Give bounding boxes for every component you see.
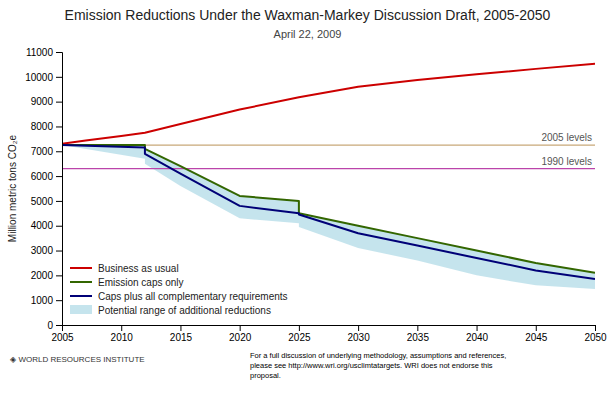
y-tick-mark [56,52,62,53]
x-tick-label: 2030 [347,332,370,343]
y-axis-title: Million metric tons CO₂e [7,134,18,242]
x-tick-mark [536,325,537,331]
x-tick: 2035 [407,325,430,343]
series-line [62,145,595,279]
y-tick-label: 7000 [31,146,54,157]
y-tick: 11000 [26,47,62,58]
y-tick: 10000 [25,72,62,83]
x-tick-mark [299,325,300,331]
legend-item: Potential range of additional reductions [70,305,271,316]
x-tick-label: 2025 [288,332,311,343]
reference-line [62,168,595,169]
x-tick-label: 2035 [407,332,430,343]
y-tick-label: 9000 [31,96,54,107]
x-tick-label: 2005 [51,332,74,343]
legend-swatch [70,267,92,269]
x-tick-label: 2015 [170,332,193,343]
y-tick-label: 4000 [31,220,54,231]
y-tick-label: 0 [47,320,53,331]
y-tick-label: 3000 [31,245,54,256]
x-tick: 2005 [51,325,74,343]
y-tick-mark [56,275,62,276]
y-tick: 6000 [31,171,62,182]
reference-label: 2005 levels [541,132,592,143]
y-tick-mark [56,300,62,301]
annotation: ◈ WORLD RESOURCES INSTITUTE [10,355,145,364]
x-tick-mark [477,325,478,331]
y-tick-label: 5000 [31,196,54,207]
legend: Business as usual Emission caps only Caps … [70,263,288,316]
y-tick: 5000 [31,196,62,207]
y-tick-label: 1000 [31,295,54,306]
range-area [62,145,595,289]
y-axis: 0 1000 2000 3000 4000 5000 6000 7000 8000 9000 100… [25,47,62,331]
x-tick-label: 2020 [229,332,252,343]
legend-swatch [70,295,92,297]
reference-label: 1990 levels [541,156,592,167]
series-line [62,145,595,273]
y-tick-mark [56,102,62,103]
chart: Emission Reductions Under the Waxman-Mar… [0,0,615,395]
x-tick: 2050 [584,325,607,343]
y-tick-label: 8000 [31,121,54,132]
y-tick-label: 11000 [26,47,54,58]
footnote: For a full discussion of underlying meth… [250,351,506,360]
y-tick-mark [56,126,62,127]
x-tick-label: 2010 [111,332,134,343]
y-tick-mark [56,151,62,152]
y-axis-line [56,53,63,326]
x-tick: 2025 [288,325,311,343]
x-tick-mark [595,325,596,331]
x-tick-label: 2045 [525,332,548,343]
legend-item: Emission caps only [70,277,184,288]
legend-item: Caps plus all complementary requirements [70,291,288,302]
y-tick-label: 6000 [31,171,54,182]
y-tick: 7000 [31,146,62,157]
x-tick-mark [417,325,418,331]
plot-area [62,64,595,289]
y-tick: 4000 [31,220,62,231]
y-tick-mark [56,251,62,252]
legend-label: Emission caps only [98,277,184,288]
x-tick: 2040 [466,325,489,343]
x-tick-mark [240,325,241,331]
x-tick-mark [358,325,359,331]
series-line [62,64,595,144]
y-tick: 9000 [31,96,62,107]
x-axis-line [63,326,596,332]
legend-item: Business as usual [70,263,179,274]
y-tick-mark [56,325,62,326]
legend-label: Potential range of additional reductions [98,305,271,316]
y-tick: 3000 [31,245,62,256]
x-tick-label: 2040 [466,332,489,343]
x-tick: 2010 [111,325,134,343]
x-tick-mark [121,325,122,331]
x-tick: 2020 [229,325,252,343]
y-tick: 1000 [31,295,62,306]
x-tick-mark [180,325,181,331]
x-tick: 2015 [170,325,193,343]
y-tick-mark [56,226,62,227]
legend-swatch [70,305,92,314]
legend-swatch [70,281,92,283]
subtitle: April 22, 2009 [274,28,342,40]
x-tick: 2045 [525,325,548,343]
title: Emission Reductions Under the Waxman-Mar… [65,7,551,23]
y-tick-mark [56,201,62,202]
x-axis: 2005 2010 2015 2020 2025 2030 2035 2040 2045 2050 [51,325,607,343]
y-tick: 0 [47,320,62,331]
y-tick-label: 2000 [31,270,54,281]
x-tick-label: 2050 [584,332,607,343]
y-tick-label: 10000 [25,72,53,83]
footnote: proposal. [250,371,281,380]
y-tick-mark [56,77,62,78]
legend-label: Business as usual [98,263,179,274]
y-tick: 2000 [31,270,62,281]
x-tick: 2030 [347,325,370,343]
y-tick: 8000 [31,121,62,132]
footnote: please see http://www.wri.org/usclimtata… [250,361,493,370]
y-tick-mark [56,176,62,177]
legend-label: Caps plus all complementary requirements [98,291,288,302]
